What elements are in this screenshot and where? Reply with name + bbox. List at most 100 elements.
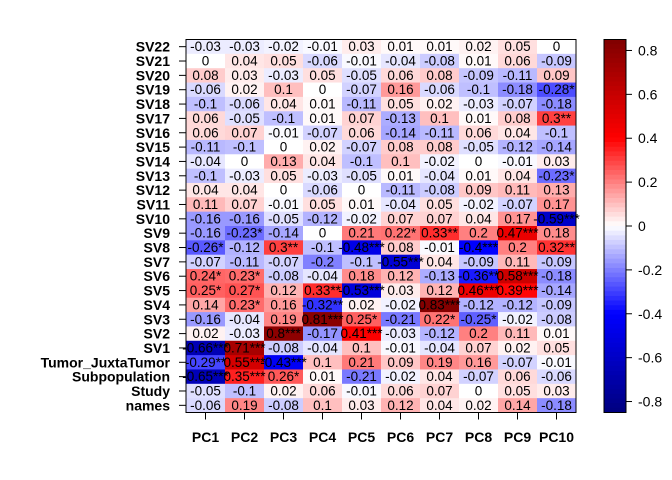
legend-color-step [604, 323, 626, 329]
cell-label: 0.1 [274, 82, 293, 97]
cell-label: -0.02 [463, 197, 494, 212]
heatmap-cell [459, 283, 499, 299]
legend-color-step [604, 221, 626, 227]
cell-label: -0.1 [233, 140, 256, 155]
heatmap-cell [420, 226, 460, 241]
cell-label: -0.01 [385, 340, 416, 355]
cell-label: 0.26* [268, 369, 300, 384]
legend-color-step [604, 109, 626, 115]
cell-label: 0.02 [426, 97, 452, 112]
cell-label: 0.12 [387, 398, 413, 413]
row-label: SV14 [136, 153, 170, 169]
row-label: SV18 [136, 96, 170, 112]
legend-color-step [604, 184, 626, 190]
heatmap-cell [342, 283, 382, 299]
cell-label: 0.08 [387, 140, 413, 155]
legend-color-step [604, 165, 626, 171]
heatmap-cell [225, 340, 265, 356]
heatmap-cell [420, 53, 460, 69]
cell-label: -0.09 [541, 297, 572, 312]
cell-label: 0.19 [270, 312, 296, 327]
heatmap-cell [537, 139, 577, 155]
legend-color-step [604, 384, 626, 390]
heatmap-cell [381, 82, 421, 98]
heatmap-cell [420, 254, 460, 270]
heatmap-cell [186, 182, 226, 198]
cell-label: -0.02 [268, 39, 299, 54]
heatmap-cell [459, 68, 499, 83]
cell-label: 0.04 [192, 183, 219, 198]
cell-label: 0.11 [505, 183, 530, 198]
legend-color-step [604, 226, 626, 232]
cell-label: 0.07 [387, 211, 413, 226]
cell-label: -0.05 [346, 68, 377, 83]
cell-label: 0.25* [190, 283, 222, 298]
legend-color-step [604, 272, 626, 278]
cell-label: 0.19 [231, 398, 257, 413]
heatmap-cell [498, 197, 538, 213]
row-label: SV6 [144, 268, 171, 284]
cell-label: -0.59*** [533, 211, 580, 226]
cell-label: -0.07 [307, 125, 338, 140]
heatmap-cell [225, 398, 265, 413]
cell-label: 0.06 [504, 54, 530, 69]
heatmap-cell [342, 312, 382, 327]
cell-label: -0.03 [229, 326, 260, 341]
heatmap-cell [459, 154, 499, 170]
cell-label: -0.14 [541, 283, 572, 298]
heatmap-cell [264, 340, 304, 356]
cell-label: 0.18 [543, 226, 569, 241]
cell-label: -0.07 [268, 254, 299, 269]
heatmap-cell [342, 297, 382, 313]
cell-label: 0.01 [465, 168, 491, 183]
cell-label: 0.2 [469, 326, 488, 341]
cell-label: -0.21 [346, 369, 377, 384]
cell-label: -0.01 [268, 197, 299, 212]
cell-label: -0.04 [424, 168, 455, 183]
row-label: SV7 [144, 254, 171, 270]
cell-label: 0.05 [270, 54, 296, 69]
cell-label: 0.01 [348, 197, 374, 212]
cell-label: 0.16 [270, 297, 296, 312]
heatmap-cell [264, 211, 304, 227]
heatmap-cell [381, 398, 421, 413]
legend-color-step [604, 100, 626, 106]
heatmap-cell [498, 68, 538, 83]
heatmap-cell [420, 96, 460, 112]
heatmap-cell [186, 340, 226, 356]
heatmap-cell [498, 398, 538, 413]
heatmap-cell [459, 125, 499, 141]
cell-label: -0.09 [541, 54, 572, 69]
cell-label: 0.08 [192, 68, 218, 83]
legend-color-step [604, 389, 626, 395]
legend-color-step [604, 72, 626, 78]
heatmap-cell [186, 211, 226, 227]
cell-label: 0.02 [192, 326, 218, 341]
heatmap-cell [186, 168, 226, 184]
cell-label: -0.03 [268, 68, 299, 83]
heatmap-cell [537, 240, 577, 256]
heatmap-cell [264, 182, 304, 198]
cell-label: -0.07 [502, 197, 533, 212]
cell-label: -0.13 [424, 269, 455, 284]
heatmap-cell [420, 111, 460, 126]
cell-label: 0.05 [309, 197, 335, 212]
cell-label: -0.11 [386, 183, 416, 198]
cell-label: 0.09 [543, 68, 569, 83]
cell-label: -0.04 [385, 54, 416, 69]
heatmap-cell [498, 283, 538, 299]
heatmap-cell [420, 182, 460, 198]
cell-label: -0.14 [268, 226, 299, 241]
cell-label: -0.1 [350, 154, 373, 169]
cell-label: 0.04 [504, 168, 531, 183]
cell-label: -0.18 [541, 398, 572, 413]
cell-label: 0.18 [348, 269, 374, 284]
legend-color-step [604, 249, 626, 255]
cell-label: -0.09 [463, 254, 494, 269]
heatmap-cell [498, 82, 538, 98]
heatmap-cell [381, 269, 421, 284]
heatmap-cell [498, 111, 538, 126]
heatmap-cell [381, 182, 421, 198]
cell-label: -0.07 [346, 140, 377, 155]
heatmap-cell [420, 154, 460, 170]
